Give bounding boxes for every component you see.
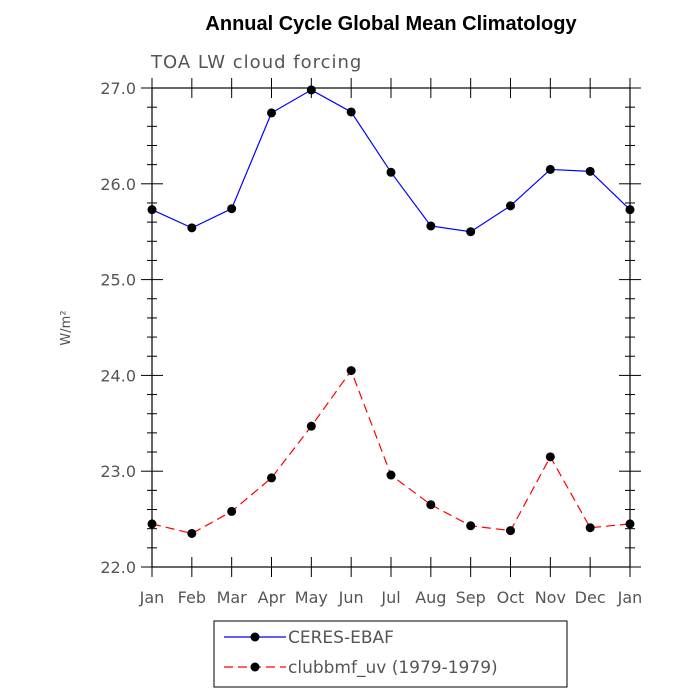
series-2-point [386,470,396,480]
x-tick-label: Oct [497,588,525,607]
y-tick-label: 26.0 [100,175,136,194]
y-tick-label: 27.0 [100,79,136,98]
chart-title: Annual Cycle Global Mean Climatology [205,13,577,35]
series-2-point [506,526,515,536]
x-tick-label: Jan [139,588,165,607]
series-2-point [346,366,356,376]
series-1-point [187,223,197,233]
series-2-point [147,519,157,529]
legend-box [213,620,568,688]
x-tick-label: May [295,588,328,607]
series-1-point [306,85,316,95]
series-1-point [227,204,237,214]
x-tick-label: Jan [617,588,643,607]
series-1-point [466,227,476,237]
chart-subtitle: TOA LW cloud forcing [150,52,362,73]
series-1-point [426,221,436,231]
y-tick-label: 25.0 [100,271,136,290]
series-2-point [466,521,476,531]
series-1-point [147,205,157,215]
series-line-2 [151,369,631,535]
x-tick-label: Feb [178,588,206,607]
series-1-point [585,166,595,176]
series-1-point [386,167,396,177]
series-line-1 [151,89,631,233]
legend-marker-2 [250,662,260,672]
x-tick-label: Aug [415,588,446,607]
plot-frame [151,87,631,568]
x-tick-label: Jun [338,588,364,607]
series-2-point [267,473,276,483]
y-tick-label: 22.0 [100,558,136,577]
series-1-point [545,164,555,174]
series-2-point [585,523,595,533]
legend-label-2: clubbmf_uv (1979-1979) [288,658,498,678]
legend-label-1: CERES-EBAF [288,628,394,648]
x-tick-label: Mar [217,588,248,607]
legend: CERES-EBAF clubbmf_uv (1979-1979) [213,620,568,688]
series-2-point [227,506,237,516]
x-tick-label: Sep [456,588,486,607]
series-2-point [426,500,436,510]
series-2-point [187,528,197,538]
x-tick-label: Apr [258,588,286,607]
y-axis-label: W/m² [59,310,74,345]
series-1-point [506,201,515,211]
series-2-point [545,452,555,462]
x-tick-label: Jul [380,588,400,607]
y-tick-label: 23.0 [100,462,136,481]
x-tick-label: Dec [575,588,606,607]
x-tick-label: Nov [535,588,566,607]
series-1-point [625,205,635,215]
series-1-point [346,107,356,117]
series-2-point [306,421,316,431]
plot-area: 22.0 23.0 24.0 25.0 26.0 27.0 Jan Feb Mar Apr May J… [100,78,642,607]
series-1-point [267,108,276,118]
y-tick-label: 24.0 [100,366,136,385]
legend-marker-1 [250,632,260,642]
series-2-point [625,519,635,529]
